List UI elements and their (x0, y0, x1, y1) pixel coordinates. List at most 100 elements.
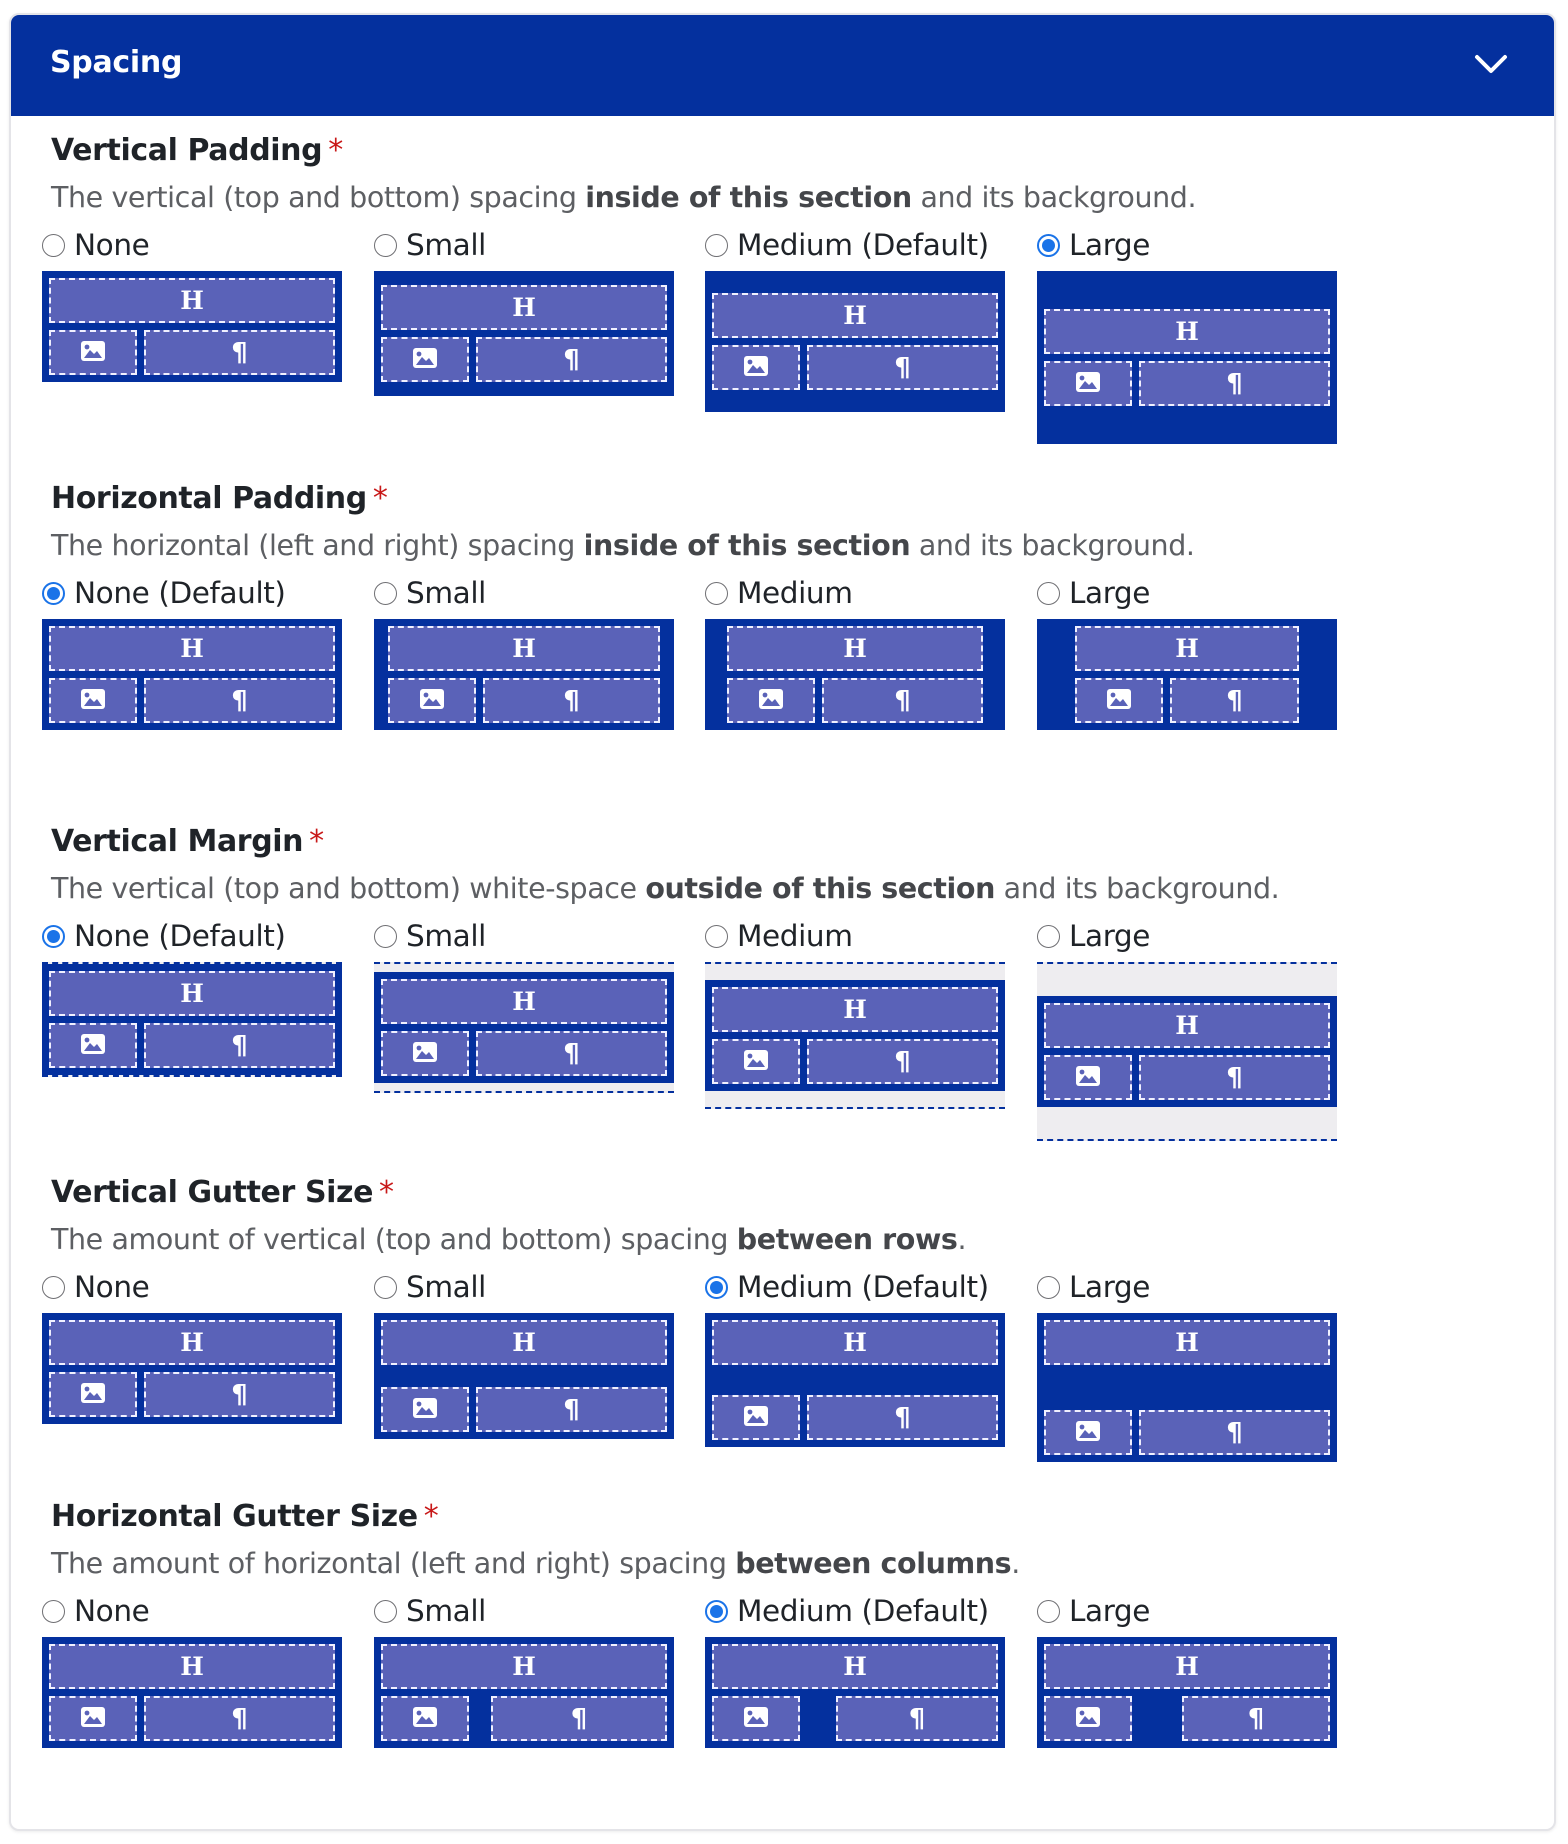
option-medium[interactable]: Medium H ¶ (705, 918, 1005, 1109)
option-diagram[interactable]: H ¶ (1037, 1313, 1337, 1462)
option-diagram[interactable]: H ¶ (705, 962, 1005, 1109)
option-diagram[interactable]: H ¶ (705, 271, 1005, 412)
radio-option[interactable]: Medium (705, 575, 1005, 611)
desc-text-end: and its background. (911, 181, 1197, 214)
radio-checked[interactable] (705, 1599, 728, 1623)
radio-unchecked[interactable] (705, 924, 728, 948)
option-none-default[interactable]: None (Default) H ¶ (42, 918, 342, 1077)
option-diagram[interactable]: H ¶ (42, 1637, 342, 1748)
radio-unchecked[interactable] (374, 1599, 397, 1623)
radio-checked[interactable] (705, 1275, 728, 1299)
radio-option[interactable]: Small (374, 1269, 674, 1305)
radio-option[interactable]: Large (1037, 227, 1337, 263)
radio-unchecked[interactable] (1037, 924, 1060, 948)
radio-unchecked[interactable] (1037, 1599, 1060, 1623)
option-diagram[interactable]: H ¶ (42, 271, 342, 382)
radio-checked[interactable] (42, 581, 65, 605)
option-small[interactable]: Small H ¶ (374, 1269, 674, 1439)
margin-preview[interactable]: H ¶ (42, 962, 342, 1077)
option-diagram[interactable]: H ¶ (705, 619, 1005, 730)
radio-option[interactable]: Small (374, 918, 674, 954)
desc-emphasis: between columns (735, 1547, 1012, 1580)
option-small[interactable]: Small H ¶ (374, 227, 674, 396)
radio-unchecked[interactable] (374, 1275, 397, 1299)
radio-unchecked[interactable] (1037, 581, 1060, 605)
radio-option[interactable]: Large (1037, 1593, 1337, 1629)
option-none[interactable]: None H ¶ (42, 1593, 342, 1748)
option-large[interactable]: Large H ¶ (1037, 918, 1337, 1141)
option-small[interactable]: Small H ¶ (374, 1593, 674, 1748)
option-diagram[interactable]: H ¶ (374, 1637, 674, 1748)
desc-text-end: and its background. (910, 529, 1195, 562)
radio-option[interactable]: Medium (Default) (705, 1593, 1005, 1629)
radio-option[interactable]: None (42, 1269, 342, 1305)
desc-text: The amount of horizontal (left and right… (51, 1547, 736, 1580)
radio-unchecked[interactable] (42, 1275, 65, 1299)
chevron-down-icon[interactable] (1474, 53, 1508, 75)
radio-option[interactable]: None (Default) (42, 575, 342, 611)
option-diagram[interactable]: H ¶ (42, 619, 342, 730)
option-large[interactable]: Large H ¶ (1037, 1593, 1337, 1748)
radio-checked[interactable] (42, 924, 65, 948)
option-medium[interactable]: Medium H ¶ (705, 575, 1005, 730)
radio-unchecked[interactable] (705, 581, 728, 605)
desc-text: The amount of vertical (top and bottom) … (51, 1223, 737, 1256)
option-medium-default[interactable]: Medium (Default) H ¶ (705, 1593, 1005, 1748)
panel-header[interactable]: Spacing (11, 15, 1554, 116)
option-diagram[interactable]: H ¶ (705, 1313, 1005, 1447)
option-large[interactable]: Large H ¶ (1037, 227, 1337, 444)
radio-unchecked[interactable] (374, 233, 397, 257)
radio-checked[interactable] (1037, 233, 1060, 257)
radio-option[interactable]: Large (1037, 918, 1337, 954)
image-icon (744, 1405, 768, 1430)
margin-preview[interactable]: H ¶ (705, 962, 1005, 1109)
option-small[interactable]: Small H ¶ (374, 918, 674, 1093)
option-diagram[interactable]: H ¶ (374, 619, 674, 730)
option-diagram[interactable]: H ¶ (374, 962, 674, 1093)
field-description: The vertical (top and bottom) white-spac… (51, 872, 1280, 905)
option-diagram[interactable]: H ¶ (374, 271, 674, 396)
option-diagram[interactable]: H ¶ (1037, 619, 1337, 730)
radio-unchecked[interactable] (42, 1599, 65, 1623)
paragraph-block: ¶ (822, 678, 983, 723)
option-large[interactable]: Large H ¶ (1037, 575, 1337, 730)
radio-unchecked[interactable] (374, 581, 397, 605)
option-diagram[interactable]: H ¶ (705, 1637, 1005, 1748)
option-diagram[interactable]: H ¶ (1037, 271, 1337, 444)
radio-option[interactable]: Small (374, 575, 674, 611)
radio-option[interactable]: Small (374, 1593, 674, 1629)
option-label: Medium (Default) (737, 228, 989, 262)
option-diagram[interactable]: H ¶ (374, 1313, 674, 1439)
paragraph-block: ¶ (807, 1039, 998, 1084)
option-none-default[interactable]: None (Default) H ¶ (42, 575, 342, 730)
option-none[interactable]: None H ¶ (42, 227, 342, 382)
field-title-text: Horizontal Gutter Size (51, 1499, 418, 1534)
radio-option[interactable]: None (Default) (42, 918, 342, 954)
radio-option[interactable]: Large (1037, 1269, 1337, 1305)
radio-unchecked[interactable] (42, 233, 65, 257)
option-diagram[interactable]: H ¶ (1037, 1637, 1337, 1748)
option-diagram[interactable]: H ¶ (42, 962, 342, 1077)
radio-option[interactable]: Medium (Default) (705, 1269, 1005, 1305)
radio-option[interactable]: None (42, 1593, 342, 1629)
option-small[interactable]: Small H ¶ (374, 575, 674, 730)
option-diagram[interactable]: H ¶ (42, 1313, 342, 1424)
radio-unchecked[interactable] (374, 924, 397, 948)
image-icon (413, 1041, 437, 1066)
margin-preview[interactable]: H ¶ (1037, 962, 1337, 1141)
option-large[interactable]: Large H ¶ (1037, 1269, 1337, 1462)
margin-preview[interactable]: H ¶ (374, 962, 674, 1093)
option-medium-default[interactable]: Medium (Default) H ¶ (705, 227, 1005, 412)
image-block (49, 1023, 137, 1068)
image-block (388, 678, 476, 723)
radio-option[interactable]: None (42, 227, 342, 263)
radio-unchecked[interactable] (705, 233, 728, 257)
radio-unchecked[interactable] (1037, 1275, 1060, 1299)
radio-option[interactable]: Large (1037, 575, 1337, 611)
option-diagram[interactable]: H ¶ (1037, 962, 1337, 1141)
radio-option[interactable]: Small (374, 227, 674, 263)
option-medium-default[interactable]: Medium (Default) H ¶ (705, 1269, 1005, 1447)
option-none[interactable]: None H ¶ (42, 1269, 342, 1424)
radio-option[interactable]: Medium (705, 918, 1005, 954)
radio-option[interactable]: Medium (Default) (705, 227, 1005, 263)
